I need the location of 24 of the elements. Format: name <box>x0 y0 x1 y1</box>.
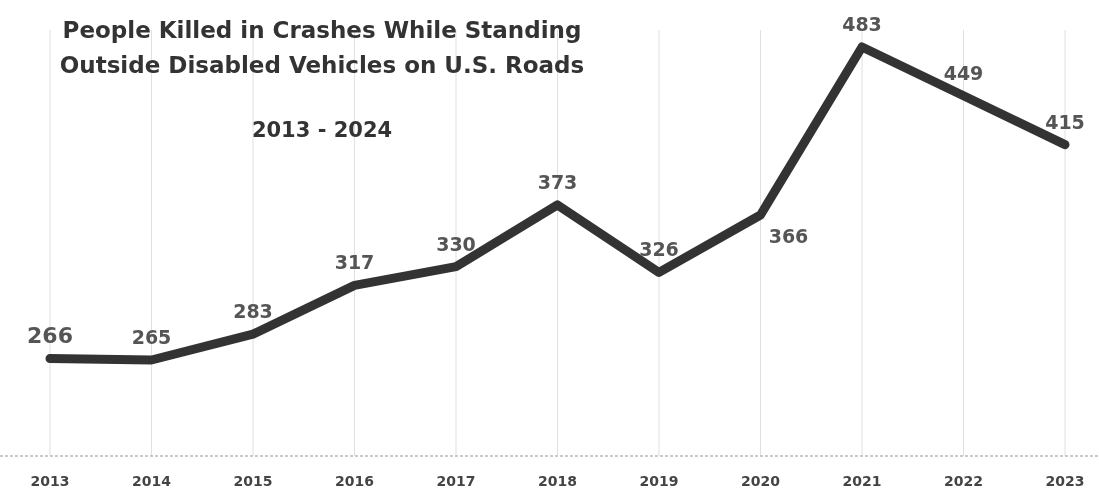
data-label: 373 <box>537 170 578 193</box>
x-tick-label: 2019 <box>639 473 679 489</box>
data-label: 266 <box>27 322 73 348</box>
x-tick-label: 2017 <box>436 473 476 489</box>
text: 2013 - 2024 <box>251 118 393 142</box>
data-label: 283 <box>233 300 273 323</box>
data-label: 326 <box>639 238 679 261</box>
data-label: 265 <box>131 326 172 348</box>
data-label: 483 <box>842 13 882 35</box>
data-label: 449 <box>943 61 984 84</box>
x-tick-label: 2014 <box>132 473 172 489</box>
x-tick-label: 2015 <box>233 473 273 489</box>
data-label: 415 <box>1045 110 1085 133</box>
chart-title: People Killed in Crashes While Standing Outside Disabled Vehicles on U.S. Roads <box>59 17 585 78</box>
data-label: 330 <box>436 232 476 255</box>
data-label: 317 <box>334 251 375 274</box>
x-tick-label: 2023 <box>1045 473 1085 489</box>
x-tick-label: 2013 <box>30 473 70 489</box>
x-tick-label: 2021 <box>842 473 882 489</box>
x-tick-label: 2016 <box>335 473 374 489</box>
x-tick-label: 2020 <box>741 473 781 489</box>
x-tick-label: 2018 <box>538 473 577 489</box>
x-tick-label: 2022 <box>944 473 983 489</box>
data-label: 366 <box>768 224 809 247</box>
